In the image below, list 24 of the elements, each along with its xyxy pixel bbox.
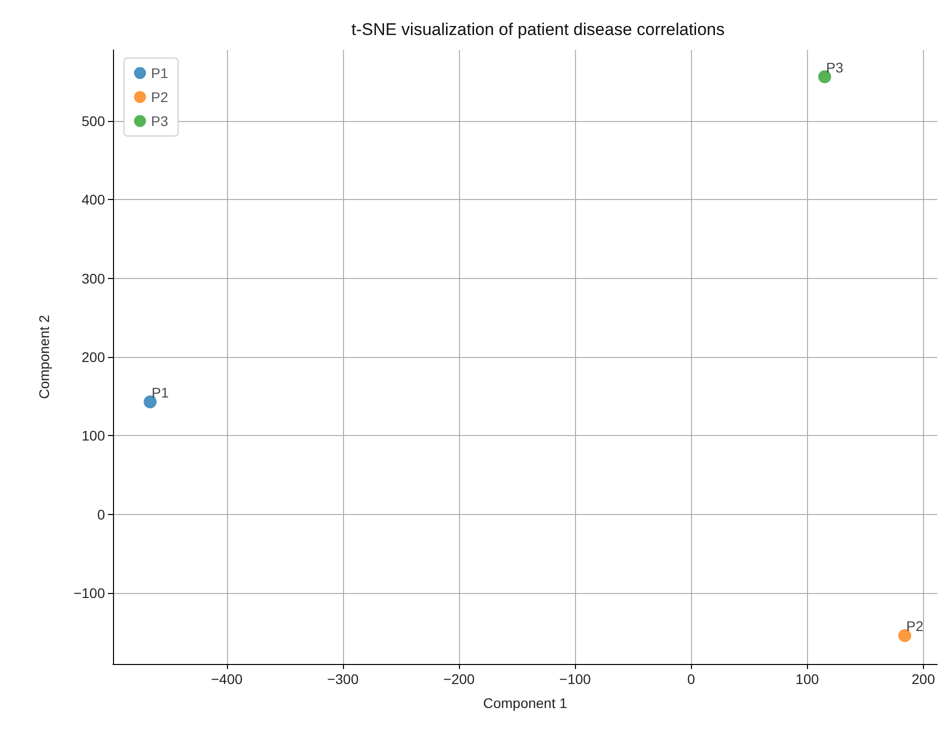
- x-tick-label: 200: [912, 671, 936, 687]
- y-tick-label: 500: [82, 112, 106, 129]
- x-tick-label: −300: [327, 671, 359, 687]
- x-tick-label: 100: [796, 671, 820, 687]
- chart-title: t-SNE visualization of patient disease correlations: [351, 20, 725, 39]
- x-tick-label: −400: [210, 671, 243, 687]
- y-tick-label: 100: [82, 428, 106, 444]
- y-tick-label: 300: [82, 270, 106, 286]
- legend-label: P1: [151, 65, 168, 81]
- text: P3: [826, 59, 844, 76]
- x-axis-title: Component 1: [483, 695, 568, 711]
- y-tick-label: 0: [97, 506, 106, 522]
- x-tick-label: −200: [443, 671, 475, 687]
- point: [898, 629, 912, 642]
- legend-label: P2: [151, 89, 168, 105]
- y-tick-label: 200: [82, 349, 106, 365]
- x-tick-label: 0: [687, 671, 696, 687]
- legend-label: P3: [151, 113, 168, 129]
- x-tick-label: −100: [559, 671, 592, 687]
- y-tick-label: −100: [73, 585, 106, 602]
- y-tick-label: 400: [82, 192, 106, 208]
- text: P1: [152, 384, 169, 400]
- text: P2: [906, 618, 924, 634]
- y-axis-title: Component 2: [36, 314, 52, 400]
